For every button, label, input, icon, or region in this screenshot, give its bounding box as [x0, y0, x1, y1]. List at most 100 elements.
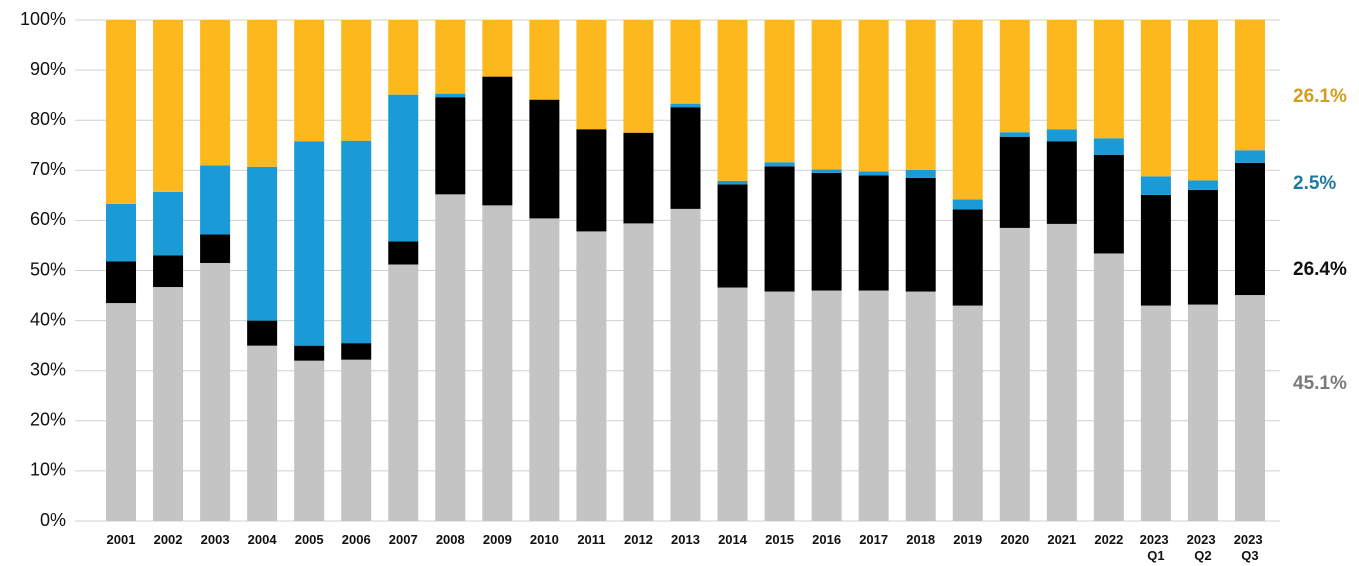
y-tick-label: 100% [20, 9, 66, 29]
bar-segment [999, 132, 1030, 137]
x-tick-label: 2010 [530, 532, 559, 547]
bar-segment [153, 287, 184, 521]
bar-segment [341, 343, 372, 360]
y-tick-label: 90% [30, 59, 66, 79]
bar-segment [153, 20, 184, 192]
x-tick-label: 2011 [577, 532, 605, 547]
bar-segment [435, 194, 466, 521]
bar-segment [482, 205, 513, 521]
x-tick-label: 2017 [859, 532, 888, 547]
x-tick-label: 2013 [671, 532, 700, 547]
x-tick-label: 2014 [718, 532, 748, 547]
bar-segment [529, 218, 560, 521]
x-tick-label: 2012 [624, 532, 653, 547]
bar-segment [529, 99, 560, 219]
bar-segment [1093, 154, 1124, 254]
x-tick-label: 2018 [906, 532, 935, 547]
value-label: 26.1% [1293, 86, 1347, 107]
bar-segment [999, 227, 1030, 522]
bar-segment [200, 165, 231, 235]
bar-segment [1234, 19, 1265, 151]
bar-segment [717, 287, 748, 521]
bar-segment [1093, 138, 1124, 155]
bar-segment [811, 169, 842, 173]
bar-segment [1046, 141, 1077, 224]
bar-segment [200, 20, 231, 166]
bar-segment [388, 94, 419, 242]
bar-segment [623, 20, 654, 133]
bar-segment [623, 132, 654, 224]
bar-segment [106, 203, 137, 262]
y-tick-label: 20% [30, 410, 66, 430]
bar-segment [717, 184, 748, 288]
bar-segment [764, 20, 795, 163]
bar-segment [435, 93, 466, 98]
bar-segment [576, 231, 607, 521]
x-tick-label: 2001 [107, 532, 136, 547]
bar-segment [482, 76, 513, 206]
bar-segment [576, 129, 607, 232]
x-tick-label: 2020 [1000, 532, 1029, 547]
bar-segment [1234, 150, 1265, 163]
x-tick-label: 2015 [765, 532, 794, 547]
bar-segment [341, 20, 372, 141]
bar-segment [858, 20, 889, 172]
x-tick-label: 2006 [342, 532, 371, 547]
bar-segment [153, 255, 184, 288]
bar-segment [1234, 162, 1265, 296]
bar-segment [200, 234, 231, 263]
bar-segment [764, 291, 795, 521]
y-tick-label: 60% [30, 209, 66, 229]
bar-segment [388, 264, 419, 521]
bar-segment [905, 177, 936, 292]
y-tick-label: 0% [40, 510, 66, 530]
bar-segment [1093, 253, 1124, 521]
bar-segment [1140, 194, 1171, 306]
bar-segment [1046, 223, 1077, 522]
bar-segment [905, 291, 936, 521]
value-label: 2.5% [1293, 173, 1336, 194]
x-tick-label: 2016 [812, 532, 841, 547]
x-tick-label: 2009 [483, 532, 512, 547]
bar-segment [764, 162, 795, 167]
x-tick-label: 2008 [436, 532, 465, 547]
bar-segment [905, 20, 936, 170]
bar-segment [200, 262, 231, 521]
bar-segment [811, 172, 842, 291]
y-tick-label: 10% [30, 460, 66, 480]
bar-segment [294, 360, 325, 521]
x-tick-label: 2003 [201, 532, 230, 547]
bar-segment [388, 241, 419, 265]
bar-segment [1187, 180, 1218, 190]
y-tick-label: 80% [30, 109, 66, 129]
y-tick-label: 30% [30, 359, 66, 379]
x-tick-label: 2022 [1094, 532, 1123, 547]
bar-segment [1140, 20, 1171, 177]
bar-segment [341, 140, 372, 344]
bar-segment [294, 345, 325, 361]
bar-segment [153, 191, 184, 256]
bar-segment [1093, 20, 1124, 139]
bar-segment [247, 345, 278, 521]
x-tick-label: 2002 [154, 532, 183, 547]
x-tick-label: 2023 Q2 [1187, 532, 1220, 563]
y-tick-label: 50% [30, 259, 66, 279]
x-tick-label: 2005 [295, 532, 324, 547]
bar-segment [341, 359, 372, 521]
bar-segment [529, 20, 560, 100]
bar-segment [106, 261, 137, 304]
bar-segment [952, 209, 983, 306]
bar-segment [717, 180, 748, 185]
bar-segment [106, 303, 137, 521]
bar-segment [1140, 176, 1171, 195]
value-label: 45.1% [1293, 373, 1347, 394]
bar-segment [999, 20, 1030, 133]
bar-segment [247, 320, 278, 346]
bar-segment [1187, 189, 1218, 305]
x-tick-label: 2007 [389, 532, 418, 547]
bar-segment [670, 20, 701, 104]
x-tick-label: 2021 [1047, 532, 1076, 547]
bar-segment [952, 199, 983, 210]
bar-segment [858, 171, 889, 176]
